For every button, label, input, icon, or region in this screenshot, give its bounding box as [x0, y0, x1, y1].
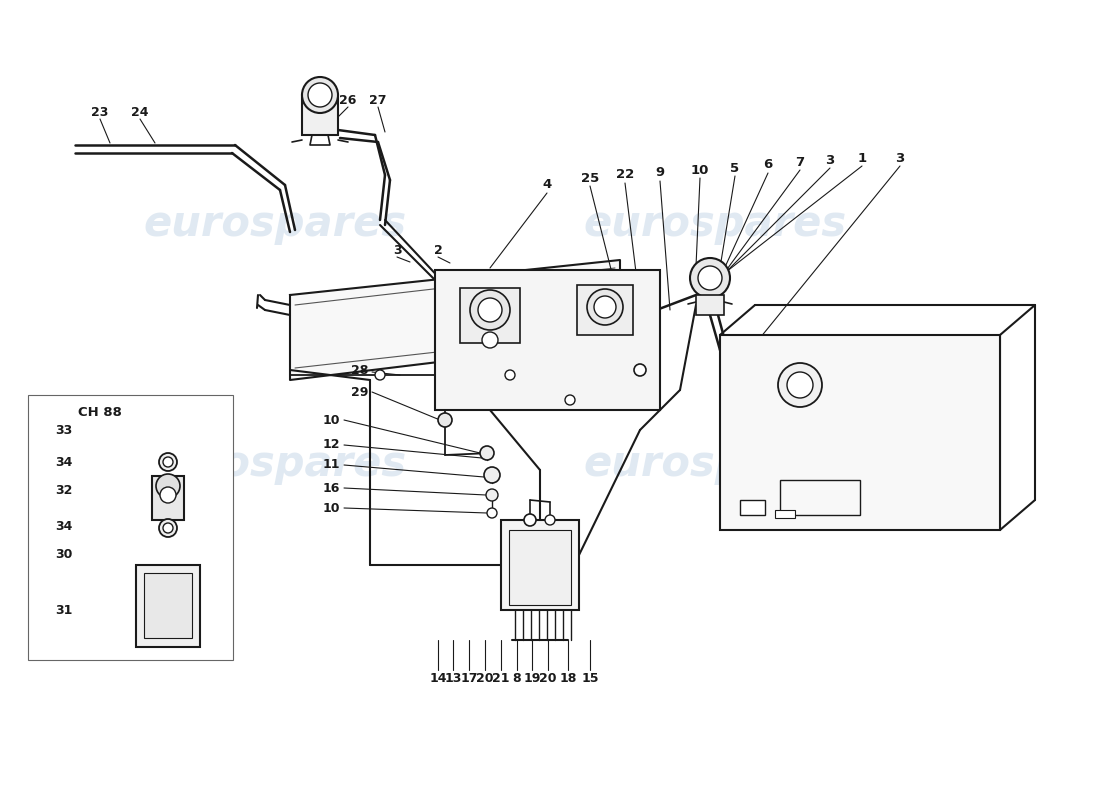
Bar	[696, 295, 724, 315]
Circle shape	[160, 519, 177, 537]
Bar	[302, 95, 338, 135]
Bar	[434, 270, 660, 410]
Text: 12: 12	[322, 438, 340, 451]
Text: 32: 32	[55, 483, 73, 497]
Text: 14: 14	[429, 673, 447, 686]
Text: 22: 22	[616, 169, 634, 182]
Text: 21: 21	[493, 673, 509, 686]
Circle shape	[505, 370, 515, 380]
Circle shape	[160, 453, 177, 471]
Text: 3: 3	[895, 151, 904, 165]
Text: 3: 3	[393, 243, 402, 257]
Text: 23: 23	[91, 106, 109, 118]
Text: CH 88: CH 88	[78, 406, 122, 418]
Circle shape	[375, 370, 385, 380]
Text: 25: 25	[581, 171, 600, 185]
Circle shape	[470, 290, 510, 330]
Text: 33: 33	[55, 423, 73, 437]
Bar	[780, 480, 860, 515]
Bar	[152, 476, 184, 520]
Bar	[500, 520, 579, 610]
Text: 8: 8	[513, 673, 521, 686]
Text: 24: 24	[131, 106, 149, 118]
Circle shape	[482, 332, 498, 348]
Circle shape	[698, 266, 722, 290]
Circle shape	[544, 515, 556, 525]
Circle shape	[778, 363, 822, 407]
Circle shape	[308, 83, 332, 107]
Text: 13: 13	[444, 673, 462, 686]
Circle shape	[478, 298, 502, 322]
Bar	[509, 530, 571, 605]
Text: 2: 2	[433, 243, 442, 257]
Circle shape	[163, 457, 173, 467]
Text: 17: 17	[460, 673, 477, 686]
Circle shape	[786, 372, 813, 398]
Text: 3: 3	[825, 154, 835, 166]
Text: eurospares: eurospares	[143, 443, 407, 485]
Circle shape	[690, 258, 730, 298]
Text: 11: 11	[322, 458, 340, 471]
Text: 19: 19	[524, 673, 541, 686]
Circle shape	[524, 514, 536, 526]
Bar	[720, 335, 1000, 530]
Circle shape	[156, 474, 180, 498]
Text: 34: 34	[55, 521, 73, 534]
Text: 30: 30	[55, 547, 73, 561]
Text: 10: 10	[691, 163, 710, 177]
Text: 9: 9	[656, 166, 664, 179]
Text: 10: 10	[322, 502, 340, 514]
Text: 20: 20	[476, 673, 494, 686]
Polygon shape	[290, 260, 620, 380]
Text: 1: 1	[857, 151, 867, 165]
Bar	[28, 395, 233, 660]
Text: 5: 5	[730, 162, 739, 174]
Circle shape	[594, 296, 616, 318]
Text: 20: 20	[539, 673, 557, 686]
Bar	[144, 573, 192, 638]
Text: 27: 27	[370, 94, 387, 106]
Bar	[136, 565, 200, 647]
Text: eurospares: eurospares	[583, 203, 847, 245]
Bar	[460, 288, 520, 343]
Circle shape	[634, 364, 646, 376]
Text: 10: 10	[322, 414, 340, 426]
Circle shape	[486, 489, 498, 501]
Bar	[740, 500, 764, 515]
Circle shape	[480, 446, 494, 460]
Bar	[578, 285, 632, 335]
Text: 18: 18	[559, 673, 576, 686]
Circle shape	[587, 289, 623, 325]
Text: eurospares: eurospares	[583, 443, 847, 485]
Text: 31: 31	[55, 603, 73, 617]
Circle shape	[160, 487, 176, 503]
Text: 28: 28	[351, 363, 369, 377]
Bar	[776, 510, 795, 518]
Text: eurospares: eurospares	[143, 203, 407, 245]
Circle shape	[484, 467, 500, 483]
Text: 6: 6	[763, 158, 772, 171]
Circle shape	[163, 523, 173, 533]
Text: 26: 26	[339, 94, 356, 106]
Text: 29: 29	[351, 386, 369, 398]
Circle shape	[565, 395, 575, 405]
Text: 16: 16	[322, 482, 340, 494]
Circle shape	[487, 508, 497, 518]
Text: 7: 7	[795, 155, 804, 169]
Text: 15: 15	[581, 673, 598, 686]
Circle shape	[302, 77, 338, 113]
Text: 34: 34	[55, 455, 73, 469]
Circle shape	[438, 413, 452, 427]
Text: 4: 4	[542, 178, 551, 191]
